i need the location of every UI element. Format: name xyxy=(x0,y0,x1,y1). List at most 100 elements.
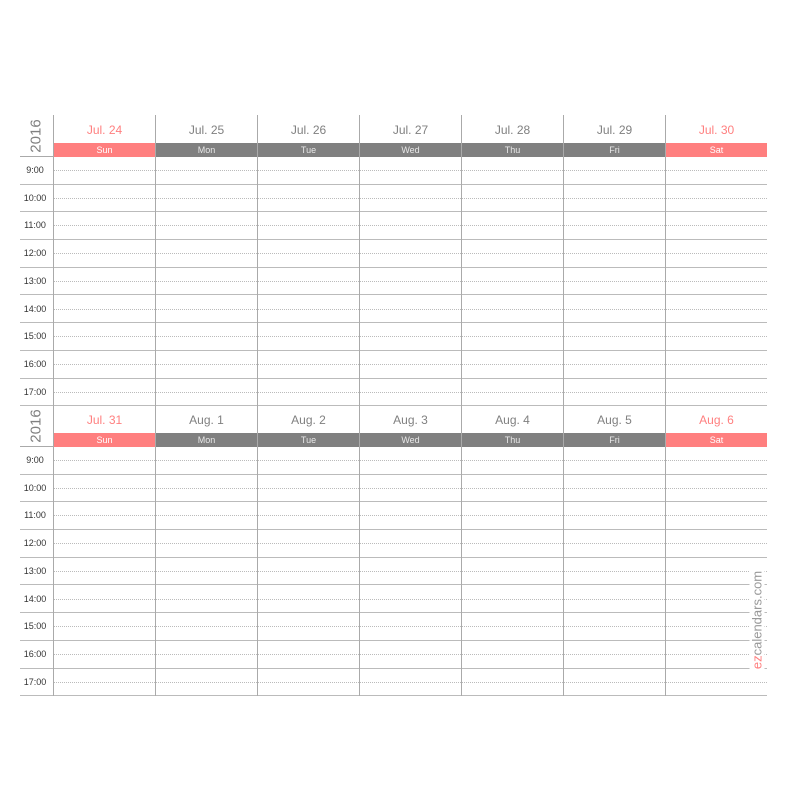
half-hour-line xyxy=(53,225,767,227)
day-name: Thu xyxy=(462,143,563,157)
day-divider xyxy=(359,447,360,697)
day-date: Jul. 30 xyxy=(698,123,735,137)
day-date: Jul. 28 xyxy=(494,123,531,137)
hour-label: 9:00 xyxy=(26,455,44,465)
day-header: Jul. 29 Fri xyxy=(563,115,665,157)
hour-row[interactable]: 9:00 xyxy=(20,157,767,185)
ezcalendars-logo: ezcalendars.com xyxy=(749,568,765,672)
day-date: Aug. 3 xyxy=(393,413,428,427)
hour-label: 11:00 xyxy=(24,510,46,521)
day-divider xyxy=(155,447,156,697)
day-name: Mon xyxy=(156,433,257,447)
day-date: Jul. 25 xyxy=(188,123,225,137)
hour-label: 14:00 xyxy=(23,303,47,314)
year-label: 2016 xyxy=(20,115,53,157)
half-hour-line xyxy=(53,626,767,628)
half-hour-line xyxy=(53,487,767,489)
hour-label: 13:00 xyxy=(23,565,47,576)
half-hour-line xyxy=(53,336,767,338)
day-date: Jul. 26 xyxy=(290,123,327,137)
year-label: 2016 xyxy=(20,405,53,447)
day-header: Aug. 4 Thu xyxy=(461,405,563,447)
day-name: Mon xyxy=(156,143,257,157)
day-date: Jul. 29 xyxy=(596,123,633,137)
day-header: Aug. 6 Sat xyxy=(665,405,767,447)
day-divider xyxy=(563,157,564,407)
hour-row[interactable]: 11:00 xyxy=(20,502,767,531)
day-name: Sun xyxy=(54,433,155,447)
day-name: Sun xyxy=(54,143,155,157)
half-hour-line xyxy=(53,197,767,199)
hour-label: 12:00 xyxy=(23,248,47,259)
hour-row[interactable]: 14:00 xyxy=(20,296,767,324)
day-header: Jul. 31 Sun xyxy=(53,405,155,447)
day-header: Jul. 25 Mon xyxy=(155,115,257,157)
hour-label: 10:00 xyxy=(23,192,47,203)
day-date: Jul. 24 xyxy=(86,123,123,137)
day-header: Jul. 28 Thu xyxy=(461,115,563,157)
day-header: Aug. 5 Fri xyxy=(563,405,665,447)
day-date: Aug. 1 xyxy=(189,413,224,427)
hour-label: 16:00 xyxy=(23,358,47,369)
hour-label: 10:00 xyxy=(23,482,47,493)
hour-row[interactable]: 12:00 xyxy=(20,530,767,558)
hour-row[interactable]: 14:00 xyxy=(20,586,767,614)
half-hour-line xyxy=(53,653,767,655)
hour-row[interactable]: 9:00 xyxy=(20,447,767,475)
hour-row[interactable]: 10:00 xyxy=(20,185,767,213)
hour-label: 15:00 xyxy=(23,331,47,342)
day-name: Sat xyxy=(666,143,767,157)
day-divider xyxy=(53,447,54,697)
hour-label: 14:00 xyxy=(23,593,47,604)
day-header: Aug. 2 Tue xyxy=(257,405,359,447)
half-hour-line xyxy=(53,253,767,255)
half-hour-line xyxy=(53,681,767,683)
hour-label: 13:00 xyxy=(23,275,47,286)
day-divider xyxy=(563,447,564,697)
hour-row[interactable]: 13:00 xyxy=(20,558,767,586)
day-header: Jul. 26 Tue xyxy=(257,115,359,157)
day-date: Aug. 2 xyxy=(291,413,326,427)
half-hour-line xyxy=(53,391,767,393)
day-divider xyxy=(461,157,462,407)
half-hour-line xyxy=(53,515,767,517)
day-name: Wed xyxy=(360,143,461,157)
hour-label: 17:00 xyxy=(23,676,47,687)
day-header: Aug. 3 Wed xyxy=(359,405,461,447)
day-divider xyxy=(155,157,156,407)
day-header: Aug. 1 Mon xyxy=(155,405,257,447)
hour-row[interactable]: 13:00 xyxy=(20,268,767,296)
day-date: Aug. 4 xyxy=(495,413,530,427)
hour-row[interactable]: 15:00 xyxy=(20,613,767,641)
hour-row[interactable]: 17:00 xyxy=(20,669,767,697)
hour-label: 16:00 xyxy=(23,648,47,659)
half-hour-line xyxy=(53,280,767,282)
hour-row[interactable]: 15:00 xyxy=(20,323,767,351)
half-hour-line xyxy=(53,363,767,365)
hour-row[interactable]: 11:00 xyxy=(20,212,767,241)
day-name: Fri xyxy=(564,143,665,157)
half-hour-line xyxy=(53,308,767,310)
hour-row[interactable]: 16:00 xyxy=(20,641,767,669)
day-divider xyxy=(461,447,462,697)
hour-row[interactable]: 16:00 xyxy=(20,351,767,379)
day-date: Jul. 27 xyxy=(392,123,429,137)
day-name: Thu xyxy=(462,433,563,447)
half-hour-line xyxy=(53,460,767,461)
hour-row[interactable]: 12:00 xyxy=(20,240,767,268)
day-name: Sat xyxy=(666,433,767,447)
day-divider xyxy=(665,447,666,697)
day-divider xyxy=(665,157,666,407)
day-divider xyxy=(257,447,258,697)
half-hour-line xyxy=(53,543,767,545)
day-divider xyxy=(257,157,258,407)
hour-label: 9:00 xyxy=(26,165,44,175)
day-header: Jul. 24 Sun xyxy=(53,115,155,157)
day-name: Tue xyxy=(258,143,359,157)
hour-row[interactable]: 10:00 xyxy=(20,475,767,503)
hour-label: 17:00 xyxy=(23,386,47,397)
day-date: Aug. 6 xyxy=(699,413,734,427)
day-header: Jul. 30 Sat xyxy=(665,115,767,157)
day-header: Jul. 27 Wed xyxy=(359,115,461,157)
hour-row[interactable]: 17:00 xyxy=(20,379,767,407)
